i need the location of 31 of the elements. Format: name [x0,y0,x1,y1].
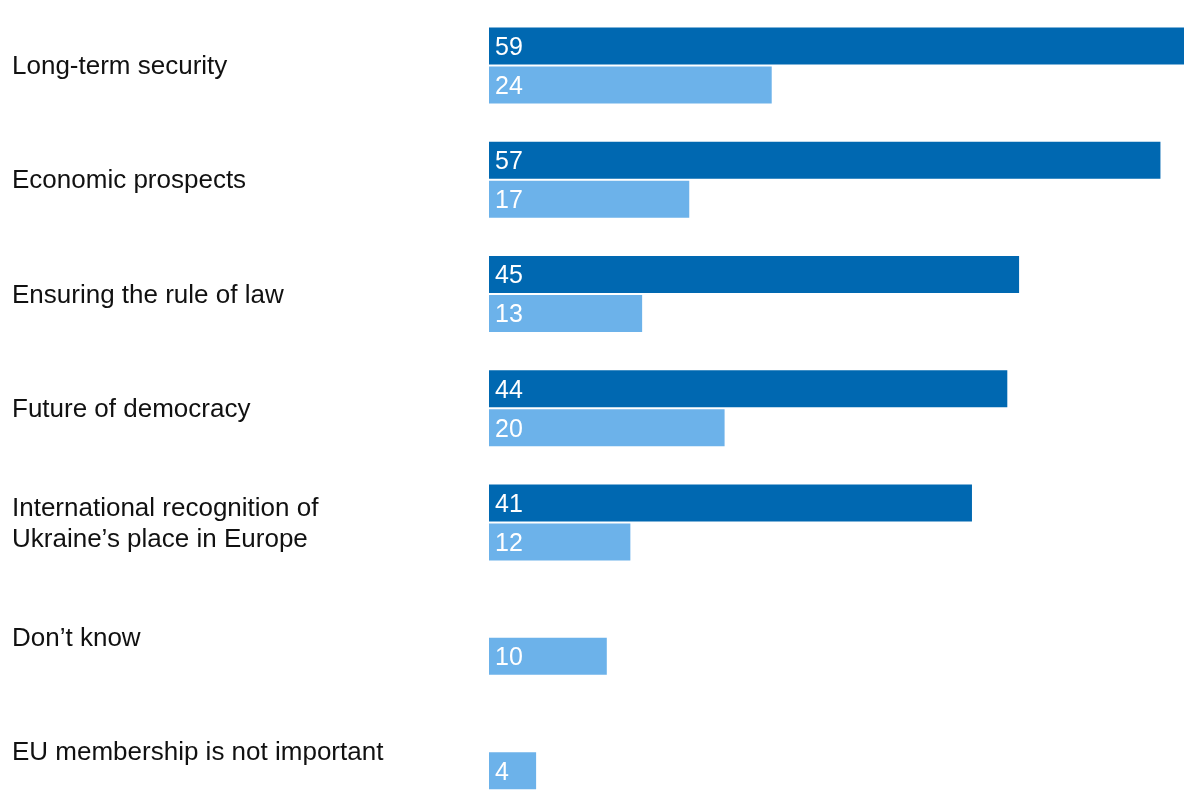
bar [489,752,537,790]
data-label: 13 [495,299,523,328]
bar [489,27,1184,65]
data-label: 24 [495,70,523,99]
bar [489,523,631,561]
bar [489,66,772,104]
data-label: 10 [495,642,523,671]
data-label: 59 [495,31,523,60]
y-tick-label: Don’t know [12,621,141,652]
y-tick-label: Future of democracy [12,393,251,423]
data-label: 41 [495,488,523,517]
y-tick-label: Long-term security [12,50,228,81]
y-tick-label: Ensuring the rule of law [12,278,284,309]
y-tick-label: International recognition of Ukraine’s place in Europe [12,491,320,553]
y-tick-label: Economic prospects [12,164,247,195]
bar [489,409,725,447]
data-label: 45 [495,260,523,289]
bar [489,370,1008,408]
data-label: 57 [495,146,523,175]
data-label: 12 [495,527,523,556]
bar [489,484,972,522]
bar [489,295,643,332]
data-label: 44 [495,374,523,403]
bar [489,180,690,218]
data-label: 4 [495,756,509,785]
y-tick-label: EU membership is not important [12,735,385,766]
bar [489,141,1161,179]
data-label: 17 [495,185,523,214]
data-label: 20 [495,413,523,442]
bar [489,256,1020,293]
bar [489,637,607,675]
